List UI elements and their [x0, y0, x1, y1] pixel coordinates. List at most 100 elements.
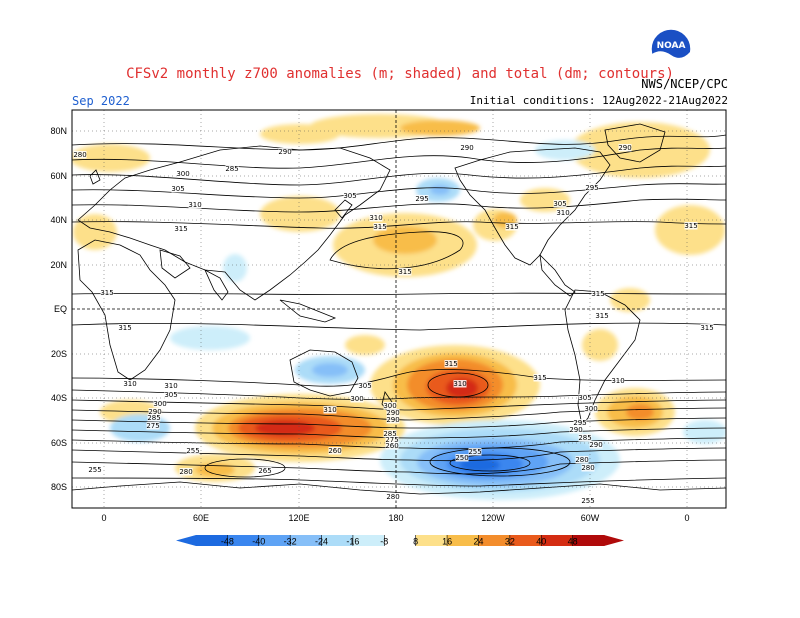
- contour-label: 315: [398, 268, 411, 276]
- colorbar-swatch: [258, 535, 291, 546]
- colorbar-tick-label: 32: [505, 537, 515, 547]
- contour-label-bg: [581, 464, 595, 472]
- colorbar-swatch: [290, 535, 323, 546]
- contour-label-bg: [174, 225, 188, 233]
- contour-label-bg: [386, 416, 400, 424]
- contour-label-bg: [591, 290, 605, 298]
- contour-label: 305: [171, 185, 184, 193]
- contour-label-bg: [553, 200, 567, 208]
- contour-label: 255: [468, 448, 481, 456]
- lat-label: 60N: [50, 171, 67, 181]
- contour-label-bg: [398, 268, 412, 276]
- contour-label: 295: [415, 195, 428, 203]
- initial-conditions: Initial conditions: 12Aug2022-21Aug2022: [469, 94, 728, 107]
- contour-label-bg: [684, 222, 698, 230]
- contour-label: 315: [444, 360, 457, 368]
- contour-label-bg: [343, 192, 357, 200]
- contour-label-bg: [385, 442, 399, 450]
- contour-label: 290: [460, 144, 473, 152]
- contour-label: 290: [148, 408, 161, 416]
- contour-label-bg: [164, 391, 178, 399]
- contour-label: 310: [611, 377, 624, 385]
- contour-label-bg: [595, 312, 609, 320]
- contour-label-bg: [225, 165, 239, 173]
- colorbar-tick-label: 8: [413, 537, 418, 547]
- contour-label: 310: [164, 382, 177, 390]
- contour-label-bg: [373, 223, 387, 231]
- contour-label-bg: [700, 324, 714, 332]
- contour-label: 310: [556, 209, 569, 217]
- contour-label-bg: [533, 374, 547, 382]
- colorbar-swatch: [352, 535, 385, 546]
- contour-label-bg: [88, 466, 102, 474]
- contour-label: 315: [100, 289, 113, 297]
- colorbar-tick-label: -16: [346, 537, 359, 547]
- contour-label-bg: [176, 170, 190, 178]
- contour-label-bg: [383, 430, 397, 438]
- forecast-month: Sep 2022: [72, 94, 130, 108]
- contour-label-bg: [186, 447, 200, 455]
- contour-label-bg: [468, 448, 482, 456]
- contour-label: 290: [278, 148, 291, 156]
- contour-label: 255: [186, 447, 199, 455]
- contour-label: 260: [328, 447, 341, 455]
- colorbar-tick-label: -40: [252, 537, 265, 547]
- map-frame: [71, 109, 727, 509]
- colorbar-swatch: [196, 535, 228, 546]
- contour-label-bg: [581, 497, 595, 505]
- contour-label: 260: [385, 442, 398, 450]
- contour-label-bg: [188, 201, 202, 209]
- contour-label: 255: [581, 497, 594, 505]
- contour-label-bg: [460, 144, 474, 152]
- contour-label-bg: [584, 405, 598, 413]
- contour-label: 315: [533, 374, 546, 382]
- contour-label-bg: [611, 377, 625, 385]
- contour-label: 285: [383, 430, 396, 438]
- contour-label-bg: [386, 409, 400, 417]
- lat-label: 80S: [51, 482, 67, 492]
- lat-label: 40S: [51, 393, 67, 403]
- contour-label: 290: [618, 144, 631, 152]
- lon-label: 120E: [288, 513, 309, 523]
- contour-label-bg: [505, 223, 519, 231]
- contour-label: 300: [153, 400, 166, 408]
- contour-label-bg: [385, 436, 399, 444]
- colorbar-tick-label: -24: [315, 537, 328, 547]
- contour-label: 310: [123, 380, 136, 388]
- contour-label: 310: [369, 214, 382, 222]
- lat-label: EQ: [54, 304, 67, 314]
- contour-label-bg: [123, 380, 137, 388]
- contour-label-bg: [164, 382, 178, 390]
- contour-label-bg: [455, 454, 469, 462]
- contour-label: 285: [578, 434, 591, 442]
- height-contours: [72, 134, 726, 487]
- contour-labels: 2902853003053103153153153153152902953053…: [73, 144, 714, 505]
- contour-label-bg: [573, 419, 587, 427]
- contour-label-bg: [575, 456, 589, 464]
- agency-label: NWS/NCEP/CPC: [641, 77, 728, 91]
- contour-label: 250: [455, 454, 468, 462]
- colorbar-swatch: [384, 535, 417, 546]
- colorbar-swatch: [415, 535, 448, 546]
- contour-label-bg: [453, 380, 467, 388]
- colorbar-tick-label: 40: [536, 537, 546, 547]
- lon-label: 60W: [581, 513, 600, 523]
- contour-label: 295: [573, 419, 586, 427]
- contour-label-bg: [179, 468, 193, 476]
- lat-label: 20S: [51, 349, 67, 359]
- noaa-logo: NOAA: [650, 28, 692, 70]
- contour-label-bg: [153, 400, 167, 408]
- lat-label: 60S: [51, 438, 67, 448]
- colorbar-swatch: [447, 535, 479, 546]
- contour-label-bg: [578, 434, 592, 442]
- contour-label: 255: [88, 466, 101, 474]
- lat-label: 40N: [50, 215, 67, 225]
- contour-label: 315: [591, 290, 604, 298]
- contour-label-bg: [148, 408, 162, 416]
- colorbar-tick-label: -48: [221, 537, 234, 547]
- lon-label: 120W: [481, 513, 505, 523]
- colorbar-tick-label: -8: [380, 537, 388, 547]
- contour-label-bg: [147, 414, 161, 422]
- colorbar-swatch: [321, 535, 354, 546]
